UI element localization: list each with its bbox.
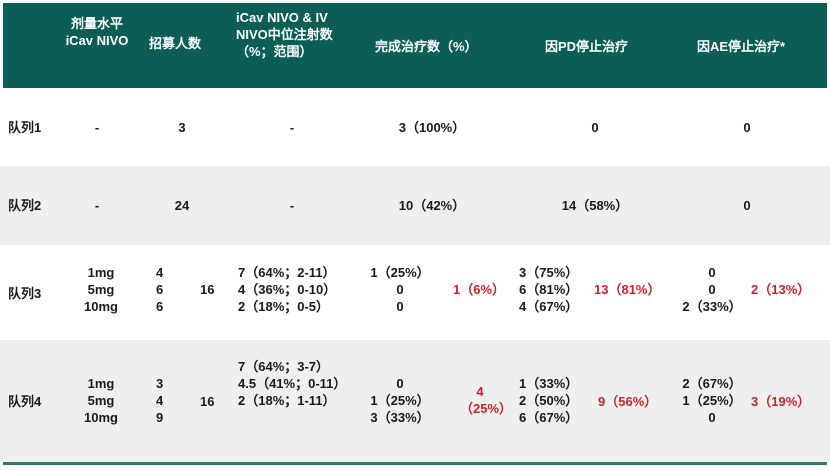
table-bottom-border — [3, 462, 827, 465]
pd-sub-list: 3（75%） 6（81%） 4（67%） — [519, 265, 579, 314]
header-injections: iCav NIVO & IV NIVO中位注射数（%；范围） — [236, 10, 333, 59]
enrolled-total: 16 — [200, 282, 215, 297]
dose-list: 1mg 5mg 10mg — [84, 265, 118, 314]
header-pd-stop: 因PD停止治疗 — [545, 39, 629, 54]
injections-cell: - — [289, 120, 295, 135]
table-header: 剂量水平 iCav NIVO 招募人数 iCav NIVO & IV NIVO中… — [3, 3, 827, 88]
completed-total: 1（6%） — [453, 282, 506, 297]
pd-total: 13（81%） — [594, 282, 661, 297]
header-dose: 剂量水平 iCav NIVO — [65, 16, 129, 48]
ae-cell: 0 — [743, 120, 751, 135]
completed-cell: 10（42%） — [398, 198, 466, 213]
ae-total: 3（19%） — [751, 394, 811, 409]
pd-sub-list: 1（33%） 2（50%） 6（67%） — [519, 376, 579, 425]
enrolled-cell: 24 — [174, 198, 190, 213]
completed-total: 4（25%） — [460, 384, 513, 416]
ae-cell: 0 — [743, 198, 751, 213]
dose-cell: - — [94, 120, 100, 135]
injections-cell: - — [289, 198, 295, 213]
row-label: 队列2 — [8, 198, 42, 213]
injections-list: 7（64%；3-7） 4.5（41%；0-11） 2（18%；1-11） — [238, 359, 347, 408]
dose-cell: - — [94, 198, 100, 213]
ae-total: 2（13%） — [751, 282, 811, 297]
completed-sub-list: 0 1（25%） 3（33%） — [370, 376, 430, 425]
pd-cell: 14（58%） — [561, 198, 629, 213]
completed-sub-list: 1（25%） 0 0 — [370, 265, 430, 314]
enrolled-total: 16 — [200, 394, 215, 409]
row-label: 队列4 — [8, 394, 42, 409]
dose-list: 1mg 5mg 10mg — [84, 376, 118, 425]
header-completed: 完成治疗数（%） — [375, 39, 478, 54]
enrolled-cell: 3 — [178, 120, 186, 135]
completed-cell: 3（100%） — [398, 120, 466, 135]
pd-total: 9（56%） — [598, 394, 658, 409]
pd-cell: 0 — [591, 120, 599, 135]
injections-list: 7（64%；2-11） 4（36%；0-10） 2（18%；0-5） — [238, 265, 337, 314]
table-row: 队列2 - 24 - 10（42%） 14（58%） 0 — [0, 166, 830, 245]
header-ae-stop: 因AE停止治疗* — [697, 39, 786, 54]
header-enrolled: 招募人数 — [149, 36, 202, 51]
ae-sub-list: 0 0 2（33%） — [682, 265, 742, 314]
table-row: 队列1 - 3 - 3（100%） 0 0 — [0, 88, 830, 166]
row-label: 队列3 — [8, 286, 42, 301]
ae-sub-list: 2（67%） 1（25%） 0 — [682, 376, 742, 425]
row-label: 队列1 — [8, 120, 42, 135]
